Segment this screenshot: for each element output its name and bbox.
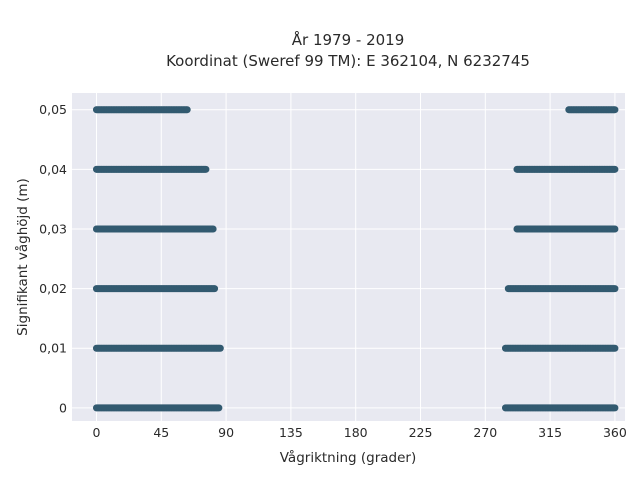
y-tick-label: 0,03 [39, 221, 67, 236]
data-point [183, 106, 190, 114]
data-point [610, 106, 618, 114]
data-point [609, 285, 617, 293]
x-axis-label: Vågriktning (grader) [280, 449, 417, 466]
y-tick-labels: 0 0,01 0,02 0,03 0,04 0,05 [39, 102, 67, 415]
x-tick-label: 180 [344, 425, 368, 440]
x-tick-label: 0 [93, 425, 101, 440]
x-tick-label: 270 [473, 425, 497, 440]
plot-area [72, 93, 625, 421]
y-axis-label: Signifikant våghöjd (m) [14, 178, 31, 336]
data-point [611, 225, 618, 233]
x-tick-label: 90 [218, 425, 234, 440]
data-point [215, 344, 223, 352]
x-gridlines [95, 93, 616, 421]
data-point [200, 165, 208, 173]
chart-title: År 1979 - 2019 [292, 30, 405, 49]
data-point [210, 285, 218, 293]
x-tick-label: 45 [153, 425, 169, 440]
y-tick-label: 0 [59, 400, 67, 415]
x-tick-label: 225 [409, 425, 433, 440]
data-point [609, 404, 617, 412]
data-point [609, 344, 617, 352]
chart-subtitle: Koordinat (Sweref 99 TM): E 362104, N 62… [166, 52, 530, 70]
y-tick-label: 0,05 [39, 102, 67, 117]
y-tick-label: 0,01 [39, 341, 67, 356]
data-point [208, 225, 215, 233]
y-tick-label: 0,04 [39, 162, 67, 177]
data-points [92, 106, 619, 412]
x-tick-label: 360 [603, 425, 627, 440]
data-point [213, 404, 220, 412]
data-point [611, 165, 618, 173]
x-tick-label: 315 [538, 425, 562, 440]
y-tick-label: 0,02 [39, 281, 67, 296]
x-tick-label: 135 [279, 425, 303, 440]
x-tick-labels: 0 45 90 135 180 225 270 315 360 [93, 425, 627, 440]
